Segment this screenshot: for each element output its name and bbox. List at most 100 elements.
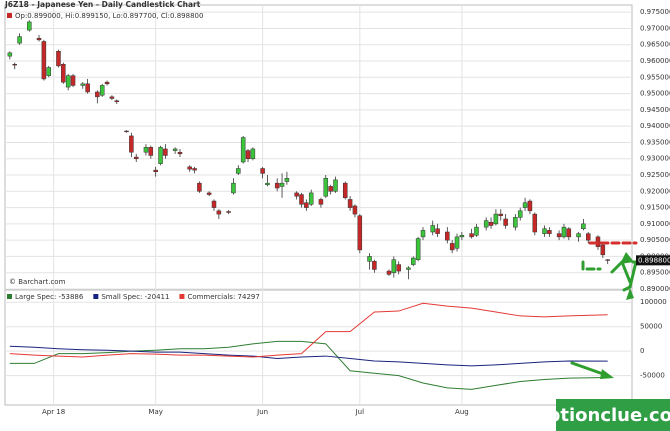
candle-body [420,230,426,238]
y-tick-label: 0 [640,347,644,355]
legend-label: Commercials: 74297 [187,293,259,301]
candle-body [274,182,280,189]
x-tick-label: Aug [455,408,469,416]
candle-body [172,148,178,151]
candle-body [36,37,42,41]
grid [5,5,632,405]
candle-body [600,244,606,256]
candle-body [347,199,353,208]
candle-body [109,96,115,99]
candle-body [527,200,533,212]
candle-body [372,261,377,270]
candle-body [386,270,392,275]
annotation [570,241,638,379]
candle-body [517,210,523,218]
candle-body [240,137,246,163]
candle-body [177,151,183,155]
candle-body [65,75,71,88]
candle-body [586,233,591,241]
candle-body [133,156,139,159]
candle-body [95,91,100,98]
candle-body [187,166,192,170]
y-tick-label: -50000 [640,372,665,380]
candle-body [245,150,251,159]
candle-body [308,192,314,205]
ohlc-text: Op:0.899000, Hi:0.899150, Lo:0.897700, C… [15,12,203,20]
y-tick-label: 100000 [640,298,667,306]
candle-body [357,215,363,251]
series-line [9,302,608,358]
candle-body [17,36,22,44]
candle-body [211,200,217,208]
candle-body [513,217,518,228]
candle-body [70,75,76,86]
candle-body [581,223,586,229]
candle-body [542,228,547,234]
candle-body [430,225,435,233]
x-tick-label: May [148,408,162,416]
legend-swatch [93,294,99,299]
candle-body [342,182,348,199]
candle-body [143,147,149,153]
candle-body [284,178,290,182]
legend-label: Large Spec: -53886 [15,293,84,301]
candle-body [104,81,110,85]
candle-body [294,192,299,197]
x-tick-label: Jun [256,408,268,416]
candle-body [474,226,479,236]
legend-swatch [179,294,185,299]
x-tick-label: Jul [355,408,365,416]
candle-body [114,100,120,102]
series-line [9,340,608,390]
candle-body [488,221,494,226]
legend-label: Small Spec: -20411 [101,293,169,301]
candle-body [493,213,499,225]
candle-body [304,202,309,208]
candle-body [260,168,265,174]
candle-body [7,52,13,57]
candle-body [27,21,32,31]
candle-body [80,83,86,86]
candle-body [236,168,241,174]
candle-body [459,235,465,238]
candle-body [226,211,231,213]
chart-title: J6Z18 - Japanese Yen - Daily Candlestick… [4,0,201,9]
x-tick-label: Apr 18 [42,408,65,416]
candle-body [328,186,333,192]
candle-body [333,179,338,192]
source: © Barchart.com [9,278,66,286]
candle-body [576,233,581,238]
candle-body [250,148,256,159]
candle-body [522,202,528,208]
candle-body [46,67,51,76]
candle-body [129,135,134,153]
ohlc-swatch [7,13,12,18]
candle-body [197,182,202,192]
candle-body [216,210,222,215]
last-price-label: 0.898800 [638,256,670,264]
candle-body [61,64,66,83]
candle-body [396,264,401,272]
candle-body [56,50,61,67]
candle-body [41,41,47,80]
candle-body [445,231,450,241]
candle-body [148,147,154,156]
last-price-box [636,255,670,266]
candle-body [318,199,324,205]
candle-body [153,169,158,173]
candle-body [192,168,197,171]
lower-panel [4,289,633,406]
